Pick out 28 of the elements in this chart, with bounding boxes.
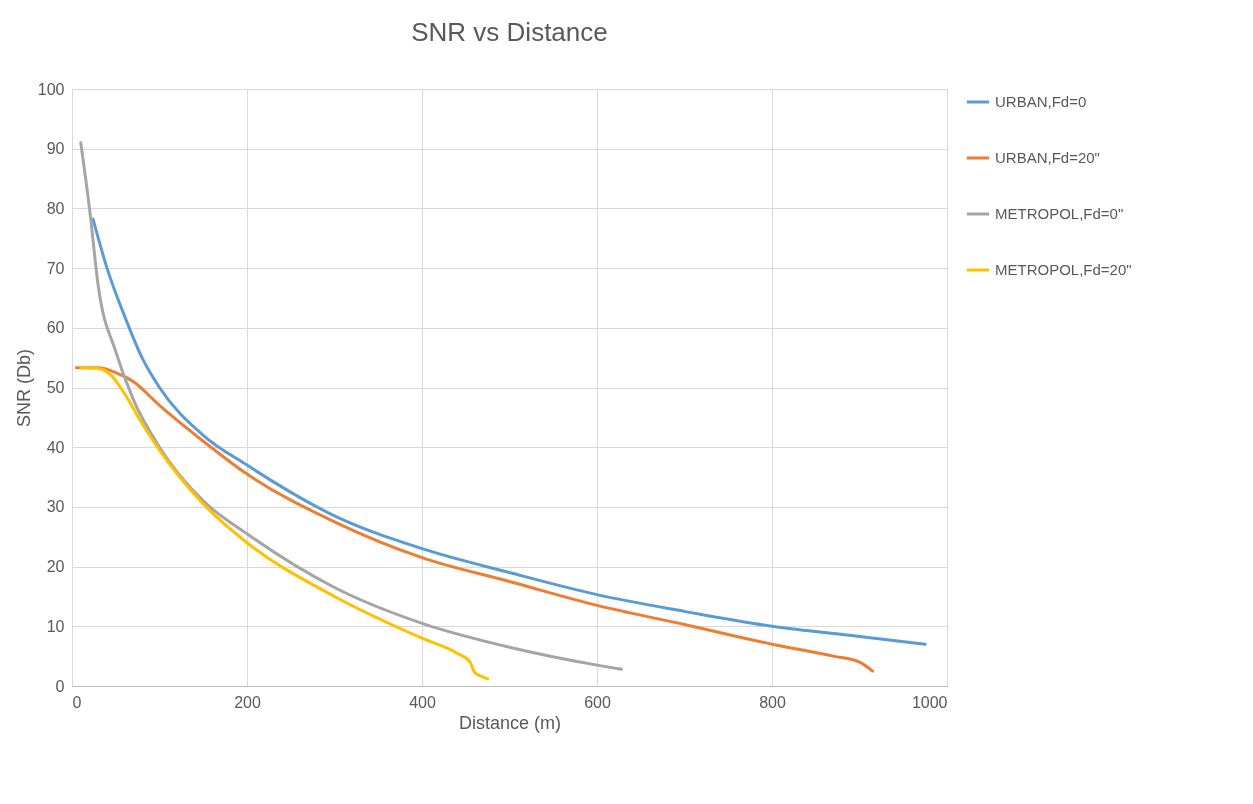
y-tick-label: 30 [46,498,65,516]
line-series [79,141,623,671]
line-series [79,366,490,681]
legend-label: URBAN,Fd=0 [995,93,1087,110]
y-tick-label: 80 [46,199,65,217]
x-tick-label: 1000 [911,693,948,711]
x-tick-label: 800 [759,693,786,711]
y-tick-label: 40 [46,438,65,456]
line-series [91,217,927,646]
y-tick-label: 20 [46,558,65,576]
y-tick-label: 50 [46,379,65,396]
x-tick-label: 600 [584,693,611,711]
y-axis-title: SNR (Db) [13,348,34,428]
y-tick-label: 100 [37,80,65,98]
x-tick-label: 0 [72,693,82,711]
y-tick-label: 90 [46,140,65,158]
x-axis-title: Distance (m) [458,712,562,733]
y-tick-label: 70 [46,259,65,277]
legend-label: URBAN,Fd=20" [995,149,1100,166]
chart-title: SNR vs Distance [411,17,608,47]
y-tick-label: 0 [55,677,65,695]
x-tick-label: 400 [409,693,436,711]
y-tick-label: 60 [46,319,65,337]
line-series [74,366,875,673]
x-tick-label: 200 [234,693,261,711]
legend-label: METROPOL,Fd=20" [995,261,1132,278]
legend-label: METROPOL,Fd=0" [995,205,1124,222]
y-tick-label: 10 [46,617,65,635]
